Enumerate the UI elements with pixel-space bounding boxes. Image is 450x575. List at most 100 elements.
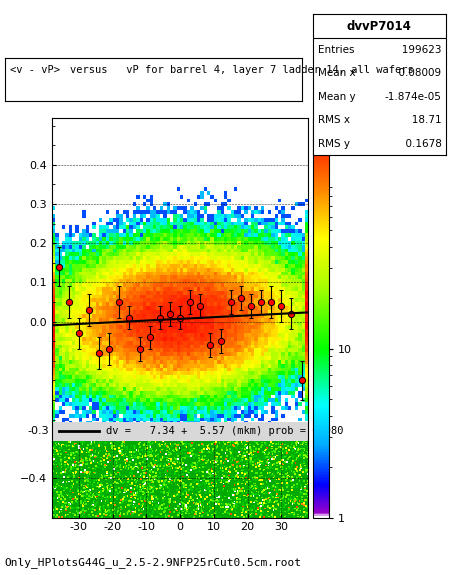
Point: [114, 437, 122, 446]
Point: [61, 499, 68, 508]
Point: [248, 481, 256, 490]
Point: [275, 440, 282, 449]
Point: [174, 509, 181, 519]
Point: [78, 438, 86, 447]
Point: [117, 446, 124, 455]
Point: [190, 477, 198, 486]
Point: [94, 482, 102, 491]
Point: [267, 503, 274, 512]
Point: [294, 499, 301, 508]
Point: [158, 481, 165, 490]
Point: [248, 512, 255, 521]
Point: [266, 454, 273, 463]
Point: [230, 499, 238, 508]
Point: [249, 484, 256, 493]
Point: [238, 444, 245, 453]
Point: [164, 490, 171, 499]
Point: [49, 505, 56, 515]
Point: [234, 472, 241, 481]
Point: [270, 452, 278, 461]
Point: [228, 461, 235, 470]
Point: [99, 492, 107, 501]
Point: [78, 481, 85, 490]
Point: [128, 511, 135, 520]
Point: [69, 461, 76, 470]
Point: [138, 501, 145, 510]
Point: [86, 477, 94, 486]
Point: [287, 493, 294, 503]
Point: [161, 478, 168, 488]
Point: [273, 465, 280, 474]
Point: [287, 442, 294, 451]
Point: [58, 466, 65, 475]
Point: [252, 483, 260, 492]
Point: [175, 481, 182, 490]
Point: [237, 473, 244, 482]
Point: [143, 503, 150, 512]
Point: [153, 458, 160, 467]
Point: [146, 474, 153, 484]
Point: [187, 502, 194, 511]
Point: [165, 454, 172, 463]
Point: [167, 448, 174, 457]
Point: [219, 509, 226, 518]
Point: [302, 450, 309, 459]
Point: [228, 447, 235, 456]
Point: [66, 444, 73, 454]
Point: [189, 462, 197, 471]
Point: [206, 469, 213, 478]
Point: [61, 485, 68, 494]
Point: [206, 444, 213, 454]
Point: [100, 459, 108, 468]
Point: [115, 444, 122, 454]
Point: [286, 463, 293, 473]
Point: [271, 472, 278, 481]
Point: [277, 501, 284, 511]
Point: [128, 465, 135, 474]
Point: [111, 459, 118, 469]
Point: [86, 446, 94, 455]
Point: [212, 455, 220, 465]
Point: [68, 455, 75, 465]
Point: [84, 475, 91, 484]
Point: [268, 470, 275, 480]
Point: [58, 459, 65, 469]
Point: [256, 512, 264, 522]
Point: [227, 440, 234, 450]
Point: [274, 489, 281, 499]
Point: [244, 500, 252, 509]
Point: [73, 461, 81, 470]
Point: [207, 482, 215, 491]
Point: [217, 512, 224, 522]
Point: [232, 485, 239, 494]
Point: [164, 470, 171, 480]
Point: [166, 474, 174, 484]
Point: [207, 512, 214, 522]
Point: [102, 507, 109, 516]
Point: [162, 482, 170, 491]
Point: [91, 438, 98, 447]
Point: [239, 452, 246, 461]
Point: [234, 472, 241, 481]
Point: [218, 459, 225, 468]
Point: [226, 466, 233, 475]
Point: [272, 477, 279, 486]
Point: [77, 496, 85, 505]
Point: [67, 466, 74, 476]
Point: [99, 512, 106, 522]
Point: [52, 463, 59, 472]
Point: [277, 503, 284, 512]
Point: [156, 502, 163, 511]
Point: [165, 447, 172, 457]
Point: [168, 454, 175, 463]
Point: [102, 473, 109, 482]
Point: [301, 489, 308, 499]
Point: [68, 448, 75, 458]
Point: [62, 465, 69, 474]
Point: [302, 465, 309, 474]
Point: [121, 485, 128, 494]
Point: [180, 445, 187, 454]
Point: [265, 474, 272, 484]
Point: [129, 491, 136, 500]
Point: [292, 497, 299, 506]
